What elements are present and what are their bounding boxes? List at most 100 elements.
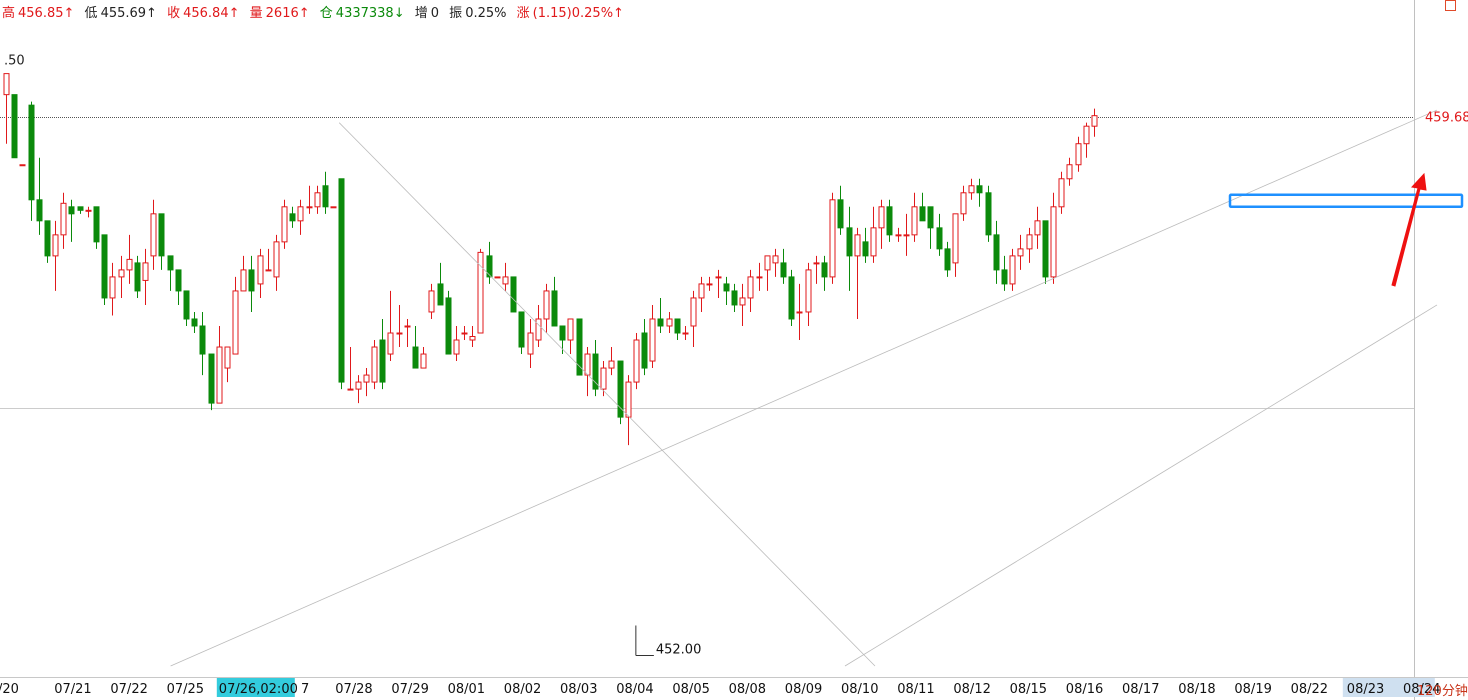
candle-up [747,276,754,299]
candle-up [1075,143,1082,166]
x-axis-tick-label: 07/21 [54,682,91,697]
open-interest-label: 仓 4337338↓ [319,6,405,21]
candle-up [870,227,877,257]
candle-up [420,353,427,369]
x-axis-tick-label: 08/11 [897,682,934,697]
candle-up [85,209,92,212]
candle-down [551,290,558,327]
candle-up [355,381,362,390]
candle-up [854,234,861,257]
candle-down [788,276,795,320]
candle-up [608,360,615,369]
candle-up [527,332,534,355]
candle-down [101,234,108,299]
candle-up [52,234,59,257]
x-axis-tick-label: 08/02 [504,682,541,697]
amplitude-label: 振 0.25% [449,6,507,21]
candle-up [706,283,713,286]
high-label: 高 456.85↑ [2,6,75,21]
candle-up [404,325,411,328]
x-axis-tick-label: 08/08 [729,682,766,697]
candle-up [494,276,501,279]
candle-up [903,234,910,237]
candle-down [1001,269,1008,285]
candle-down [289,213,296,222]
candle-up [1050,206,1057,278]
candle-up [878,206,885,229]
x-axis-tick-label: 08/05 [672,682,709,697]
candle-up [952,213,959,264]
candle-up [109,276,116,299]
candle-up [265,269,272,272]
candle-down [338,178,345,383]
candle-down [919,206,926,222]
candle-up [347,388,354,391]
candle-down [158,213,165,257]
period-selector[interactable]: 120分钟 [1417,684,1468,699]
current-price-label: 459.68 [1425,111,1468,126]
x-axis-tick-label: 07/25 [167,682,204,697]
x-axis-tick-label: 08/03 [560,682,597,697]
candle-down [183,290,190,320]
x-axis-tick-label: 08/16 [1066,682,1103,697]
candle-up [895,234,902,237]
trendline [338,122,876,667]
candle-down [191,318,198,327]
candle-down [93,206,100,243]
x-axis-tick-label: 08/18 [1178,682,1215,697]
candle-up [371,346,378,383]
candle-up [772,255,779,264]
candle-up [543,290,550,320]
candle-up [461,332,468,335]
candle-down [731,290,738,306]
candle-up [19,164,26,167]
candle-up [118,269,125,278]
candle-down [28,104,35,201]
candle-down [617,360,624,418]
x-label-shaded-bg [1342,678,1435,697]
candle-up [232,290,239,355]
trendline [170,109,1438,667]
candle-down [862,241,869,257]
x-axis-tick-label: 07/29 [391,682,428,697]
maximize-icon[interactable] [1445,0,1456,11]
candle-up [829,199,836,278]
candle-down [77,206,84,211]
candle-down [674,318,681,334]
x-axis-tick-label: 08/24 [1403,682,1440,697]
candle-down [780,262,787,278]
candle-down [837,199,844,229]
candle-down [248,269,255,292]
candle-down [976,185,983,194]
candle-up [150,213,157,257]
candle-down [167,255,174,271]
candle-down [1042,220,1049,278]
x-axis-tick-label: 08/04 [616,682,653,697]
candle-up [649,318,656,362]
candle-up [698,283,705,299]
x-axis-tick-label: 08/22 [1291,682,1328,697]
candle-up [224,346,231,369]
candle-up [387,332,394,355]
x-axis-tick-label: 08/10 [841,682,878,697]
close-label: 收 456.84↑ [167,6,240,21]
candle-down [936,227,943,250]
candle-down [445,297,452,355]
x-axis-tick-label: 08/12 [953,682,990,697]
candle-down [208,353,215,404]
low-label: 低 455.69↑ [84,6,157,21]
candle-up [297,206,304,222]
up-arrow [1391,172,1427,287]
candle-down [175,269,182,292]
volume-label: 量 2616↑ [249,6,310,21]
candle-up [682,332,689,335]
candle-down [723,283,730,292]
x-axis-tick-label: 7 [301,682,309,697]
candle-down [322,185,329,208]
candle-down [379,339,386,383]
x-axis-tick-label: 08/09 [785,682,822,697]
candle-up [756,276,763,279]
candle-up [567,318,574,341]
